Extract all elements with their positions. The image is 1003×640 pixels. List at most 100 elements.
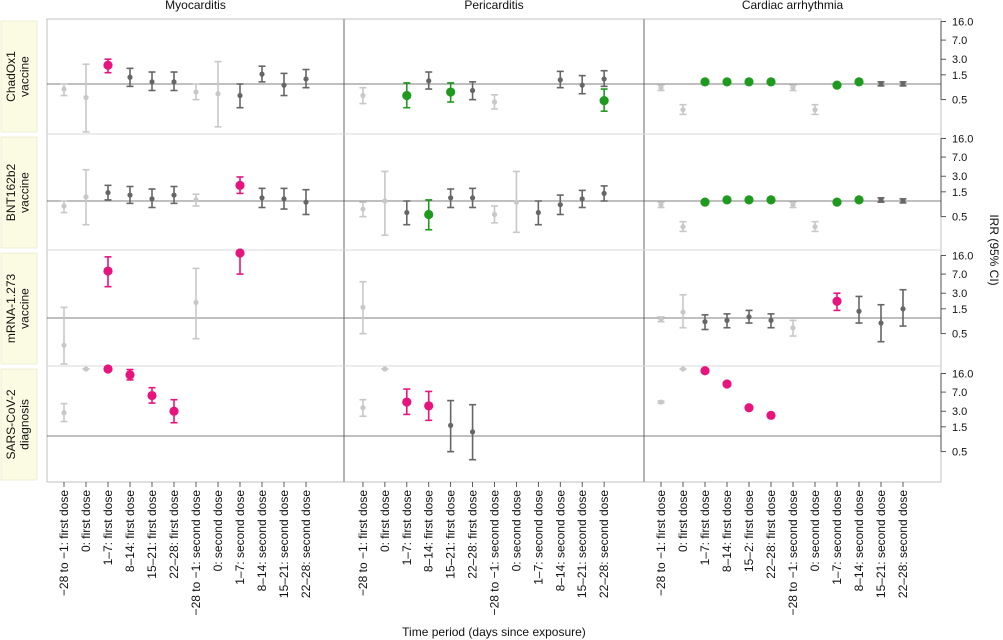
data-point [812, 107, 818, 113]
y-tick-label: 3.0 [952, 54, 967, 66]
x-tick-label: 8–14: first dose [720, 490, 734, 572]
data-point [832, 197, 842, 207]
data-point [103, 364, 113, 374]
data-point [722, 77, 732, 87]
y-tick-label: 0.5 [952, 95, 967, 107]
data-point [854, 195, 864, 205]
data-point [83, 366, 89, 372]
x-tick-label: 22–28: second dose [896, 490, 910, 598]
data-point [579, 82, 585, 88]
x-tick-label: −28 to −1: first dose [57, 490, 71, 596]
data-point [61, 410, 67, 416]
data-point [237, 92, 243, 99]
x-tick-label: 1–7: second dose [233, 490, 247, 585]
data-point [169, 406, 179, 416]
data-point [360, 206, 366, 212]
x-tick-label: 15–2: first dose [742, 490, 756, 572]
x-tick-label: 0: second dose [211, 490, 225, 572]
data-point [61, 342, 67, 348]
data-point [766, 195, 776, 205]
y-tick-label: 0.5 [952, 212, 967, 224]
y-tick-label: 16.0 [952, 250, 973, 262]
data-point [744, 403, 754, 413]
data-point [303, 199, 309, 205]
y-tick-label: 7.0 [952, 152, 967, 164]
data-point [878, 197, 884, 203]
data-point [700, 197, 710, 207]
data-point [105, 190, 111, 196]
data-point [790, 85, 796, 91]
data-point [900, 198, 906, 204]
data-point [599, 95, 609, 106]
data-point [491, 99, 498, 105]
data-point [746, 314, 752, 320]
x-tick-label: 22–28: second dose [597, 490, 611, 598]
y-tick-label: 1.5 [952, 304, 967, 316]
y-tick-label: 16.0 [952, 16, 973, 28]
x-tick-label: −28 to −1: first dose [654, 490, 668, 596]
data-point [900, 81, 906, 87]
data-point [235, 248, 245, 258]
data-point [281, 196, 287, 202]
data-point [513, 199, 520, 205]
data-point [402, 90, 412, 101]
data-point [103, 266, 113, 276]
x-tick-label: 22–28: first dose [167, 490, 181, 579]
data-point [790, 325, 796, 331]
row-label: BNT162b2vaccine [4, 163, 32, 221]
data-point [856, 308, 862, 314]
data-point [448, 195, 454, 201]
data-point [360, 92, 366, 99]
y-tick-label: 16.0 [952, 133, 973, 145]
data-point [382, 366, 388, 372]
data-point [303, 76, 309, 82]
y-tick-label: 0.5 [952, 447, 967, 459]
x-tick-label: 0: first dose [79, 490, 93, 552]
data-point [700, 366, 710, 376]
data-point [724, 317, 730, 323]
data-point [147, 390, 157, 401]
data-point [680, 309, 686, 315]
data-point [360, 405, 366, 411]
data-point [579, 196, 585, 202]
x-tick-label: −28 to −1: second dose [189, 490, 203, 616]
x-tick-label: 1–7: first dose [400, 490, 414, 566]
x-tick-label: 0: second dose [808, 490, 822, 572]
x-tick-label: 15–21: first dose [444, 490, 458, 579]
y-tick-label: 3.0 [952, 406, 967, 418]
data-point [658, 399, 664, 405]
row-label-box [0, 368, 38, 481]
data-point [402, 397, 412, 407]
data-point [557, 202, 563, 208]
x-tick-label: 22–28: first dose [764, 490, 778, 579]
y-tick-label: 7.0 [952, 269, 967, 281]
data-point [171, 192, 177, 198]
y-tick-label: 7.0 [952, 35, 967, 47]
data-point [491, 211, 498, 218]
data-point [127, 192, 133, 198]
data-point [557, 77, 563, 83]
data-point [790, 202, 796, 208]
y-tick-label: 0.5 [952, 329, 967, 341]
data-point [744, 195, 754, 205]
data-point [83, 94, 89, 101]
data-point [125, 370, 135, 380]
data-point [658, 202, 664, 208]
x-tick-label: 22–28: first dose [466, 490, 480, 579]
row-label-box [0, 252, 38, 365]
data-point [680, 366, 686, 372]
data-point [469, 195, 476, 201]
data-point [259, 195, 265, 201]
data-point [382, 198, 388, 204]
x-axis-label: Time period (days since exposure) [402, 625, 586, 639]
y-tick-label: 16.0 [952, 368, 973, 380]
data-point [193, 299, 199, 305]
x-tick-label: −28 to −1: second dose [488, 490, 502, 616]
column-title: Pericarditis [464, 0, 523, 12]
data-point [281, 82, 287, 88]
y-tick-label: 7.0 [952, 387, 967, 399]
y-tick-label: 3.0 [952, 288, 967, 300]
y-axis-label: IRR (95% CI) [987, 214, 1001, 285]
data-point [702, 319, 708, 325]
